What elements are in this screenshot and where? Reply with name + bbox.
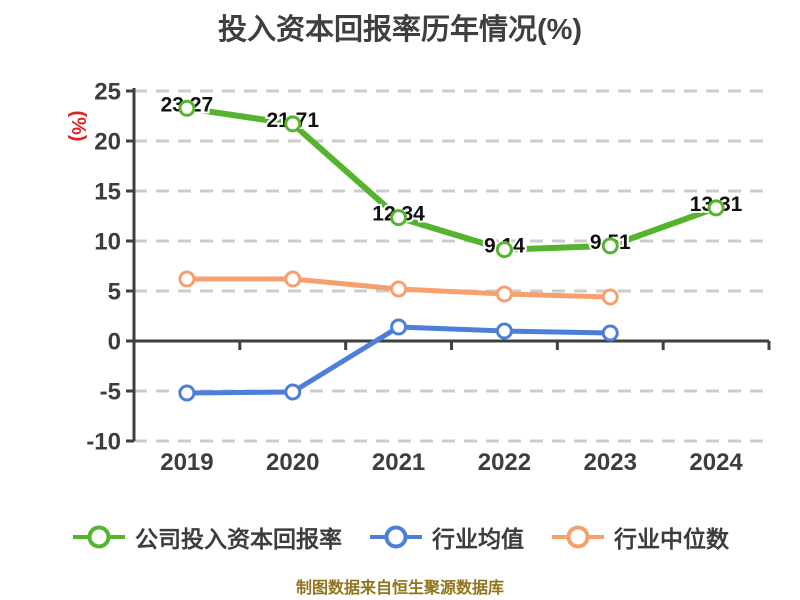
y-tick-label: -5 xyxy=(100,379,121,406)
data-point-series-1 xyxy=(284,383,302,401)
data-point-series-0 xyxy=(707,199,725,217)
data-point-series-2 xyxy=(495,285,513,303)
x-tick-label: 2023 xyxy=(584,449,637,476)
x-tick-label: 2019 xyxy=(160,449,213,476)
legend-label: 行业中位数 xyxy=(614,526,729,552)
data-point-series-0 xyxy=(390,209,408,227)
x-tick-label: 2021 xyxy=(372,449,425,476)
y-tick-label: 10 xyxy=(94,229,121,256)
x-tick-label: 2024 xyxy=(689,449,743,476)
y-tick-label: 5 xyxy=(108,279,121,306)
legend-label: 公司投入资本回报率 xyxy=(135,526,342,552)
data-point-series-1 xyxy=(495,322,513,340)
data-point-series-1 xyxy=(178,384,196,402)
y-tick-label: 25 xyxy=(94,79,121,106)
x-tick-label: 2020 xyxy=(266,449,319,476)
legend-item-0: 公司投入资本回报率 xyxy=(71,520,342,554)
data-point-series-0 xyxy=(284,115,302,133)
series-line-0 xyxy=(183,105,720,253)
data-point-series-2 xyxy=(601,288,619,306)
data-point-series-2 xyxy=(178,270,196,288)
chart-legend: 公司投入资本回报率 行业均值 行业中位数 xyxy=(0,518,800,556)
series-line-1 xyxy=(184,324,613,396)
legend-label: 行业均值 xyxy=(432,526,524,552)
data-point-series-0 xyxy=(178,99,196,117)
data-point-series-2 xyxy=(390,280,408,298)
gridlines xyxy=(134,89,769,443)
legend-item-2: 行业中位数 xyxy=(550,520,729,554)
data-point-series-2 xyxy=(284,270,302,288)
legend-item-1: 行业均值 xyxy=(368,520,524,554)
y-tick-label: 20 xyxy=(94,129,121,156)
chart-title: 投入资本回报率历年情况(%) xyxy=(217,14,583,46)
y-axis-unit-label: (%) xyxy=(67,110,89,141)
legend-marker-icon xyxy=(73,525,125,549)
data-point-series-1 xyxy=(601,324,619,342)
y-tick-label: -10 xyxy=(86,429,121,456)
x-tick-label: 2022 xyxy=(478,449,531,476)
x-axis: 2019 2020 2021 2022 2023 2024 xyxy=(132,339,771,476)
data-point-series-1 xyxy=(390,318,408,336)
legend-marker-icon xyxy=(552,525,604,549)
legend-marker-icon xyxy=(370,525,422,549)
footer-source-note: 制图数据来自恒生聚源数据库 xyxy=(295,580,504,597)
y-tick-label: 15 xyxy=(94,179,121,206)
data-point-series-0 xyxy=(601,237,619,255)
y-tick-label: 0 xyxy=(108,329,121,356)
y-axis: 25 20 15 10 5 0 -5 -10 (%) xyxy=(67,79,136,456)
data-point-series-0 xyxy=(495,241,513,259)
